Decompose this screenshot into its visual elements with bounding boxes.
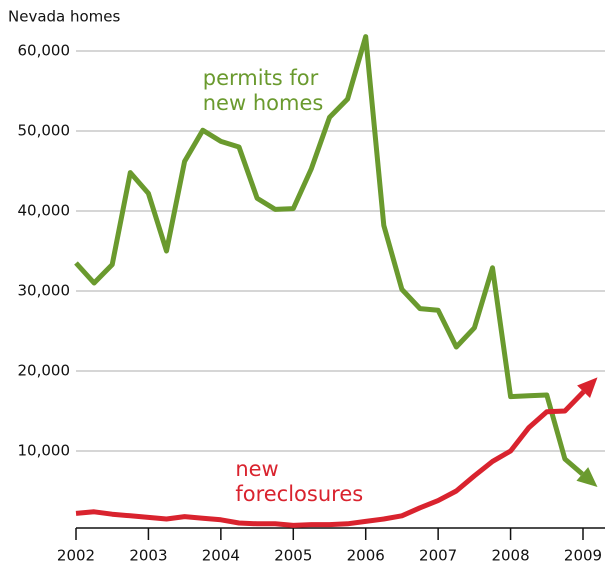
x-tick-label: 2004 <box>202 547 240 565</box>
arrow-head <box>577 377 598 399</box>
y-tick-label: 60,000 <box>18 42 71 60</box>
annotation: foreclosures <box>235 482 363 506</box>
x-tick-label: 2002 <box>57 547 95 565</box>
line-series <box>75 390 586 528</box>
y-axis-label: Nevada homes <box>8 8 121 26</box>
y-tick-label: 30,000 <box>18 282 71 300</box>
line-series <box>74 34 584 476</box>
annotation: new homes <box>203 91 324 115</box>
y-tick-label: 50,000 <box>18 122 71 140</box>
x-tick-label: 2006 <box>347 547 385 565</box>
x-tick-label: 2007 <box>419 547 457 565</box>
x-tick-label: 2003 <box>129 547 167 565</box>
annotation: new <box>235 457 278 481</box>
y-tick-label: 20,000 <box>18 362 71 380</box>
x-tick-label: 2009 <box>564 547 602 565</box>
x-tick-label: 2005 <box>274 547 312 565</box>
y-tick-label: 40,000 <box>18 202 71 220</box>
arrow-head <box>576 467 598 487</box>
x-tick-label: 2008 <box>491 547 529 565</box>
y-tick-label: 10,000 <box>18 442 71 460</box>
annotation: permits for <box>203 66 319 90</box>
